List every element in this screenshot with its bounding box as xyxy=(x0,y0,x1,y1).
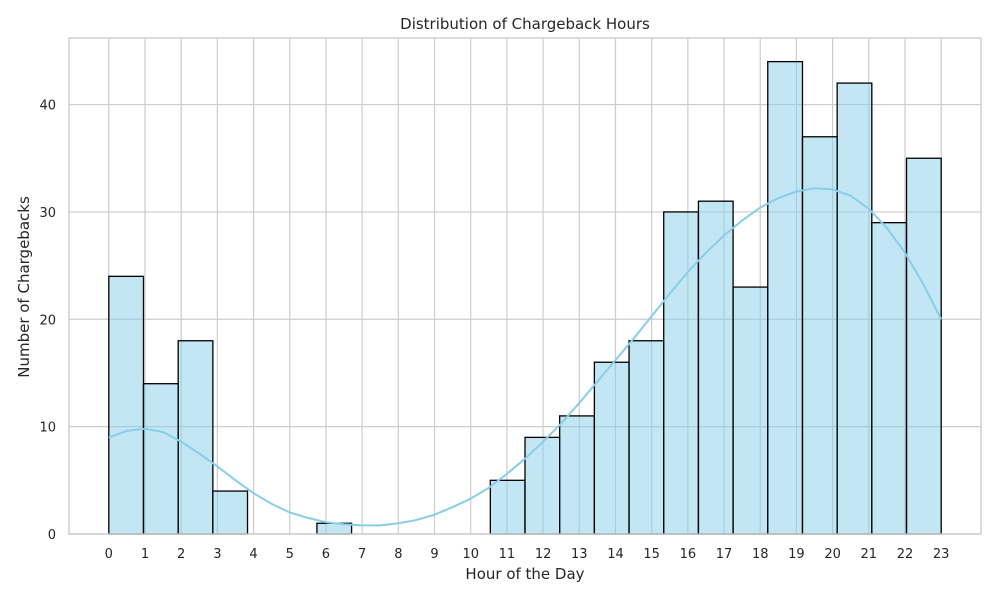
x-tick-label: 13 xyxy=(571,547,588,562)
histogram-bar xyxy=(593,361,630,535)
plot-frame xyxy=(68,37,982,535)
x-tick-label: 10 xyxy=(462,547,479,562)
y-tick-label: 20 xyxy=(39,313,56,328)
histogram-bar xyxy=(177,340,214,535)
bars xyxy=(108,60,942,535)
histogram-bar xyxy=(905,157,942,535)
y-tick-label: 0 xyxy=(48,528,56,543)
x-tick-label: 4 xyxy=(249,547,257,562)
histogram-bar xyxy=(663,211,700,535)
x-tick-label: 16 xyxy=(680,547,697,562)
x-tick-labels: 0 1 2 3 4 5 6 7 8 9 10 11 12 13 14 15 16 17 18 19 20 21 22 23 xyxy=(105,547,950,562)
histogram-bar xyxy=(801,136,838,535)
histogram-bar xyxy=(559,415,596,535)
x-tick-label: 1 xyxy=(141,547,149,562)
y-tick-label: 40 xyxy=(39,99,56,114)
x-tick-label: 9 xyxy=(430,547,438,562)
x-tick-label: 18 xyxy=(752,547,769,562)
x-tick-label: 2 xyxy=(177,547,185,562)
histogram-bar xyxy=(697,200,734,535)
x-tick-label: 20 xyxy=(824,547,841,562)
histogram-bar xyxy=(871,222,908,535)
x-tick-label: 23 xyxy=(933,547,950,562)
histogram-bar xyxy=(489,479,526,535)
x-tick-label: 6 xyxy=(322,547,330,562)
x-tick-label: 8 xyxy=(394,547,402,562)
x-tick-label: 5 xyxy=(286,547,294,562)
histogram-bar xyxy=(836,82,873,535)
x-tick-label: 21 xyxy=(861,547,878,562)
histogram-bar xyxy=(767,60,804,535)
histogram-bar xyxy=(212,490,249,535)
x-tick-label: 12 xyxy=(535,547,552,562)
x-tick-label: 22 xyxy=(897,547,914,562)
kde-curve xyxy=(108,187,943,527)
x-tick-label: 11 xyxy=(499,547,516,562)
y-tick-label: 30 xyxy=(39,206,56,221)
y-tick-label: 10 xyxy=(39,421,56,436)
x-tick-label: 3 xyxy=(213,547,221,562)
histogram-bar xyxy=(524,436,561,535)
histogram-bar xyxy=(142,383,179,535)
x-axis-label: Hour of the Day xyxy=(465,565,584,583)
x-tick-label: 19 xyxy=(788,547,805,562)
x-tick-label: 17 xyxy=(716,547,733,562)
histogram-bar xyxy=(108,275,145,535)
histogram-bar xyxy=(628,340,665,535)
y-axis-label: Number of Chargebacks xyxy=(15,196,33,378)
x-tick-label: 7 xyxy=(358,547,366,562)
histogram-bar xyxy=(732,286,769,535)
y-tick-labels: 0 10 20 30 40 xyxy=(39,99,56,543)
x-tick-label: 14 xyxy=(607,547,624,562)
x-tick-label: 15 xyxy=(643,547,660,562)
x-tick-label: 0 xyxy=(105,547,113,562)
chart-title: Distribution of Chargeback Hours xyxy=(400,15,650,33)
